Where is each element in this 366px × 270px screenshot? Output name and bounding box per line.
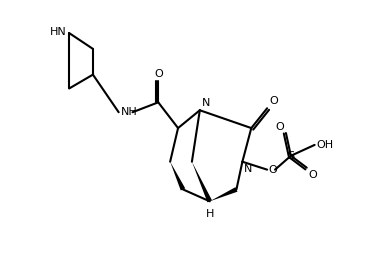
Text: O: O	[154, 69, 163, 79]
Polygon shape	[170, 162, 185, 190]
Text: NH: NH	[121, 107, 137, 117]
Text: N: N	[202, 98, 210, 108]
Text: N: N	[244, 164, 253, 174]
Text: H: H	[206, 209, 214, 219]
Polygon shape	[192, 162, 212, 202]
Text: O: O	[269, 96, 278, 106]
Text: OH: OH	[317, 140, 334, 150]
Polygon shape	[210, 187, 238, 201]
Text: S: S	[287, 151, 294, 161]
Text: O: O	[275, 122, 284, 132]
Text: O: O	[268, 165, 277, 175]
Text: HN: HN	[49, 27, 66, 37]
Text: O: O	[309, 170, 317, 180]
